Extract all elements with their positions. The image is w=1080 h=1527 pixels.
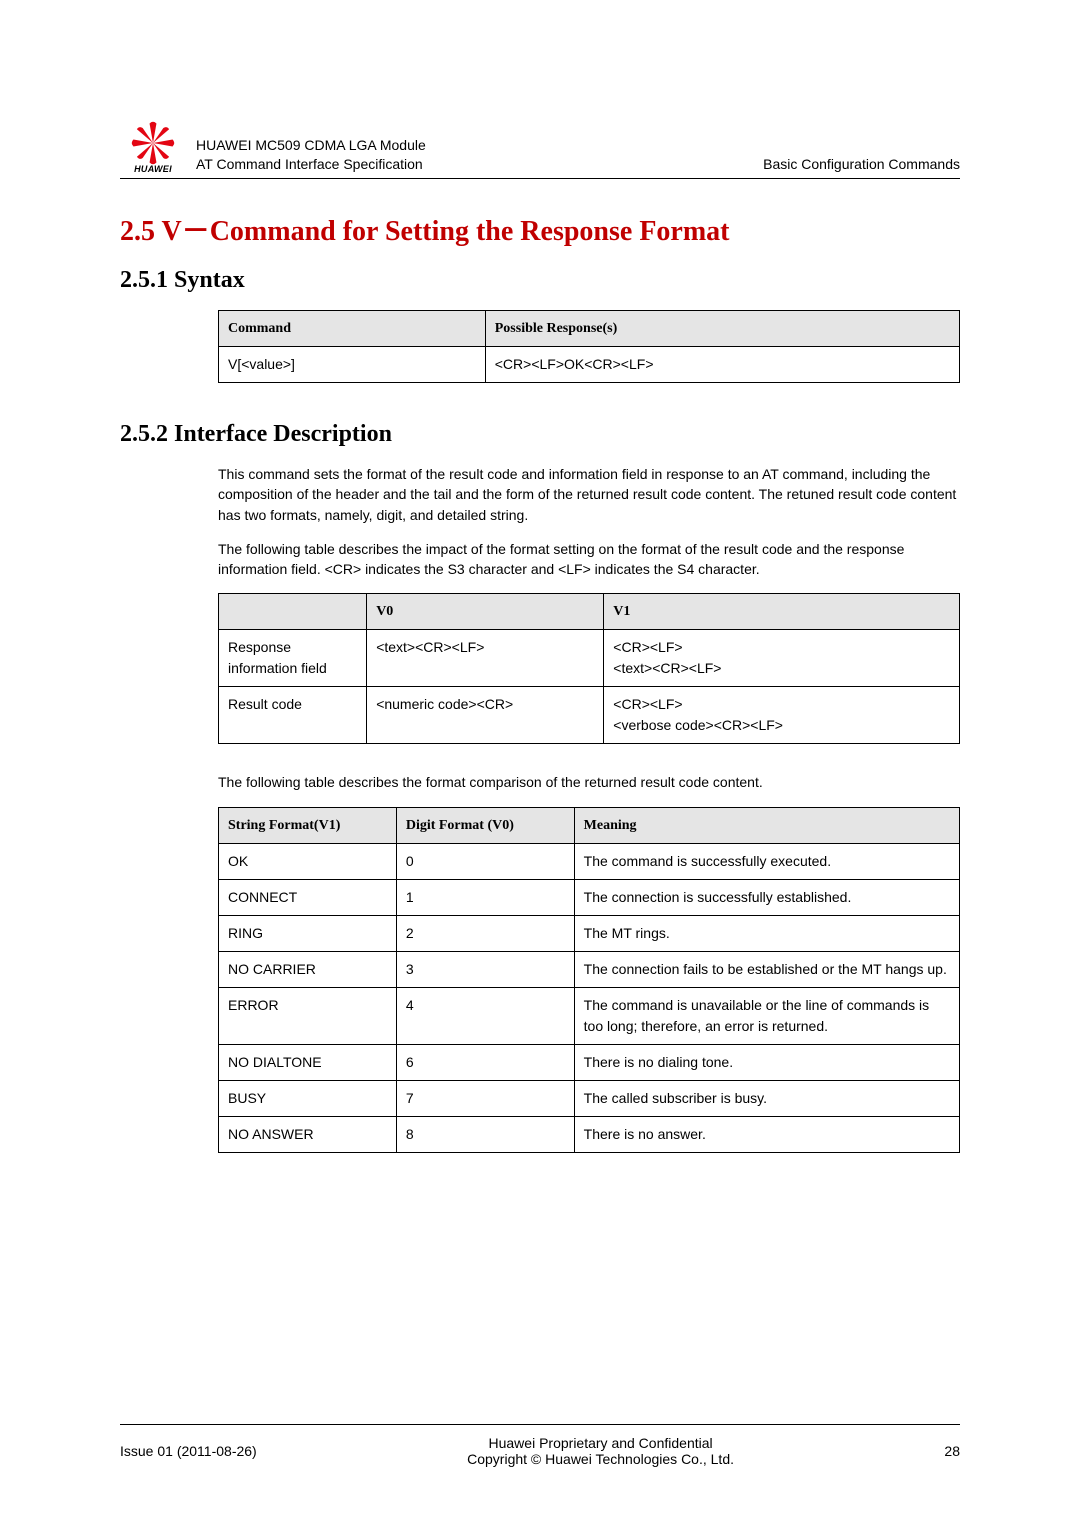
td-c2: 2	[396, 915, 574, 951]
td-c1: NO CARRIER	[219, 951, 397, 987]
td-v1-resp-line2: <text><CR><LF>	[613, 658, 950, 679]
table-row: BUSY7The called subscriber is busy.	[219, 1080, 960, 1116]
footer-copyright: Copyright © Huawei Technologies Co., Ltd…	[257, 1451, 945, 1467]
doc-title-line1: HUAWEI MC509 CDMA LGA Module	[196, 136, 763, 155]
td-command: V[<value>]	[219, 347, 486, 383]
td-c1: BUSY	[219, 1080, 397, 1116]
desc-para1: This command sets the format of the resu…	[218, 464, 960, 525]
table-row: NO CARRIER3The connection fails to be es…	[219, 951, 960, 987]
format-table: V0 V1 Response information field <text><…	[218, 593, 960, 744]
td-response: <CR><LF>OK<CR><LF>	[485, 347, 959, 383]
header-titles: HUAWEI MC509 CDMA LGA Module AT Command …	[186, 136, 763, 174]
syntax-table: Command Possible Response(s) V[<value>] …	[218, 310, 960, 383]
page-footer: Issue 01 (2011-08-26) Huawei Proprietary…	[120, 1424, 960, 1467]
table-row: Command Possible Response(s)	[219, 311, 960, 347]
huawei-logo: HUAWEI	[120, 120, 186, 174]
footer-page-number: 28	[944, 1443, 960, 1459]
table-row: V0 V1	[219, 594, 960, 630]
td-v0-result: <numeric code><CR>	[367, 687, 604, 744]
td-c1: ERROR	[219, 987, 397, 1044]
table-row: String Format(V1) Digit Format (V0) Mean…	[219, 807, 960, 843]
table-row: ERROR4The command is unavailable or the …	[219, 987, 960, 1044]
td-c1: NO DIALTONE	[219, 1044, 397, 1080]
th-command: Command	[219, 311, 486, 347]
td-c3: There is no answer.	[574, 1116, 959, 1152]
td-c3: The called subscriber is busy.	[574, 1080, 959, 1116]
table-row: Response information field <text><CR><LF…	[219, 630, 960, 687]
td-c2: 6	[396, 1044, 574, 1080]
footer-issue: Issue 01 (2011-08-26)	[120, 1443, 257, 1459]
td-v1-resp-line1: <CR><LF>	[613, 637, 950, 658]
section-title: 2.5 V－Command for Setting the Response F…	[120, 209, 960, 249]
desc-heading: 2.5.2 Interface Description	[120, 421, 960, 448]
header-chapter: Basic Configuration Commands	[763, 156, 960, 174]
desc-para3: The following table describes the format…	[218, 772, 960, 792]
td-c1: RING	[219, 915, 397, 951]
table-row: CONNECT1The connection is successfully e…	[219, 879, 960, 915]
footer-center: Huawei Proprietary and Confidential Copy…	[257, 1435, 945, 1467]
syntax-heading: 2.5.1 Syntax	[120, 267, 960, 294]
table-row: V[<value>] <CR><LF>OK<CR><LF>	[219, 347, 960, 383]
td-c2: 3	[396, 951, 574, 987]
td-c1: OK	[219, 843, 397, 879]
th-response: Possible Response(s)	[485, 311, 959, 347]
td-c2: 0	[396, 843, 574, 879]
table-row: NO ANSWER8There is no answer.	[219, 1116, 960, 1152]
doc-title-line2: AT Command Interface Specification	[196, 155, 763, 174]
table-row: RING2The MT rings.	[219, 915, 960, 951]
td-c3: The connection fails to be established o…	[574, 951, 959, 987]
td-c2: 7	[396, 1080, 574, 1116]
td-c3: The connection is successfully establish…	[574, 879, 959, 915]
td-c1: CONNECT	[219, 879, 397, 915]
th-blank	[219, 594, 367, 630]
td-c2: 8	[396, 1116, 574, 1152]
td-v0-resp: <text><CR><LF>	[367, 630, 604, 687]
huawei-flower-icon	[130, 120, 176, 166]
td-result-code: Result code	[219, 687, 367, 744]
td-v1-result: <CR><LF> <verbose code><CR><LF>	[604, 687, 960, 744]
td-c1: NO ANSWER	[219, 1116, 397, 1152]
td-c2: 4	[396, 987, 574, 1044]
td-v1-resp: <CR><LF> <text><CR><LF>	[604, 630, 960, 687]
table-row: Result code <numeric code><CR> <CR><LF> …	[219, 687, 960, 744]
th-string-format: String Format(V1)	[219, 807, 397, 843]
th-v0: V0	[367, 594, 604, 630]
td-c3: There is no dialing tone.	[574, 1044, 959, 1080]
table-row: OK0The command is successfully executed.	[219, 843, 960, 879]
th-v1: V1	[604, 594, 960, 630]
td-v1-result-line2: <verbose code><CR><LF>	[613, 715, 950, 736]
desc-para2: The following table describes the impact…	[218, 539, 960, 580]
table-row: NO DIALTONE6There is no dialing tone.	[219, 1044, 960, 1080]
compare-table: String Format(V1) Digit Format (V0) Mean…	[218, 807, 960, 1153]
footer-proprietary: Huawei Proprietary and Confidential	[257, 1435, 945, 1451]
th-meaning: Meaning	[574, 807, 959, 843]
td-c3: The command is successfully executed.	[574, 843, 959, 879]
td-c3: The MT rings.	[574, 915, 959, 951]
page-header: HUAWEI HUAWEI MC509 CDMA LGA Module AT C…	[120, 120, 960, 179]
td-resp-info: Response information field	[219, 630, 367, 687]
th-digit-format: Digit Format (V0)	[396, 807, 574, 843]
td-v1-result-line1: <CR><LF>	[613, 694, 950, 715]
logo-text: HUAWEI	[134, 164, 172, 174]
td-c3: The command is unavailable or the line o…	[574, 987, 959, 1044]
td-c2: 1	[396, 879, 574, 915]
